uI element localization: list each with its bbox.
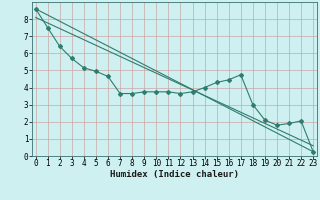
- X-axis label: Humidex (Indice chaleur): Humidex (Indice chaleur): [110, 170, 239, 179]
